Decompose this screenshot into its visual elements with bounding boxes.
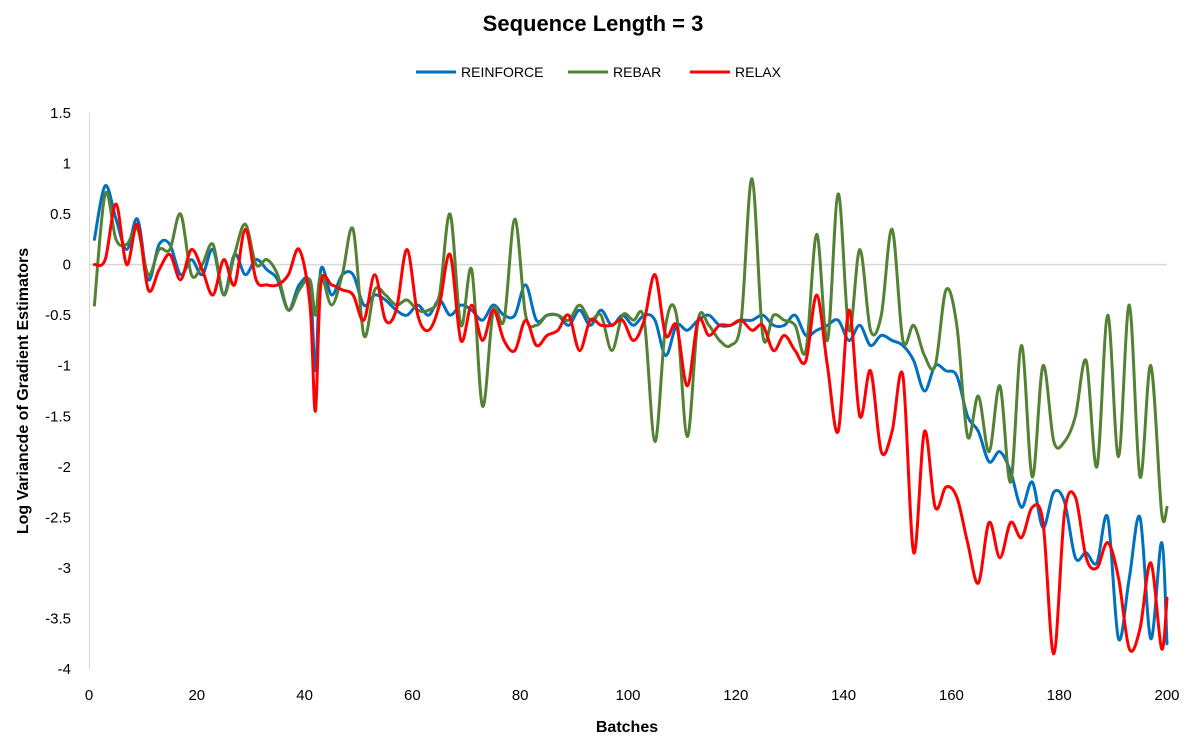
x-tick-label: 80 <box>512 687 529 704</box>
series-line-reinforce <box>92 184 1169 646</box>
x-tick-label: 140 <box>831 687 856 704</box>
y-tick-label: 1 <box>63 156 71 173</box>
legend-label-relax: RELAX <box>735 64 782 80</box>
y-tick-label: -2.5 <box>45 509 71 526</box>
y-axis-title: Log Variancde of Gradient Estimators <box>15 248 32 534</box>
y-tick-label: -1 <box>58 358 71 375</box>
x-tick-label: 100 <box>615 687 640 704</box>
x-tick-label: 200 <box>1154 687 1179 704</box>
y-axis: 1.5 1 0.5 0 -0.5 -1 -1.5 -2 -2.5 -3 -3.5 -4 <box>45 105 71 678</box>
y-tick-label: 1.5 <box>50 105 71 122</box>
series-line-rebar <box>92 177 1169 524</box>
y-tick-label: -3 <box>58 560 71 577</box>
y-tick-label: 0.5 <box>50 206 71 223</box>
legend-label-reinforce: REINFORCE <box>461 64 543 80</box>
x-tick-label: 0 <box>85 687 93 704</box>
x-tick-label: 40 <box>296 687 313 704</box>
chart-title: Sequence Length = 3 <box>483 11 704 36</box>
y-tick-label: 0 <box>63 257 71 274</box>
y-tick-label: -0.5 <box>45 307 71 324</box>
x-tick-label: 120 <box>723 687 748 704</box>
series-group <box>92 177 1169 656</box>
y-tick-label: -2 <box>58 459 71 476</box>
legend-label-rebar: REBAR <box>613 64 661 80</box>
series-line-relax <box>92 202 1169 656</box>
y-tick-label: -1.5 <box>45 408 71 425</box>
x-tick-label: 60 <box>404 687 421 704</box>
x-axis-title: Batches <box>596 719 658 736</box>
legend: REINFORCE REBAR RELAX <box>416 64 782 80</box>
y-tick-label: -3.5 <box>45 610 71 627</box>
x-tick-label: 180 <box>1047 687 1072 704</box>
x-tick-label: 160 <box>939 687 964 704</box>
y-tick-label: -4 <box>58 661 71 678</box>
x-axis: 0 20 40 60 80 100 120 140 160 180 200 <box>85 687 1180 704</box>
x-tick-label: 20 <box>188 687 205 704</box>
